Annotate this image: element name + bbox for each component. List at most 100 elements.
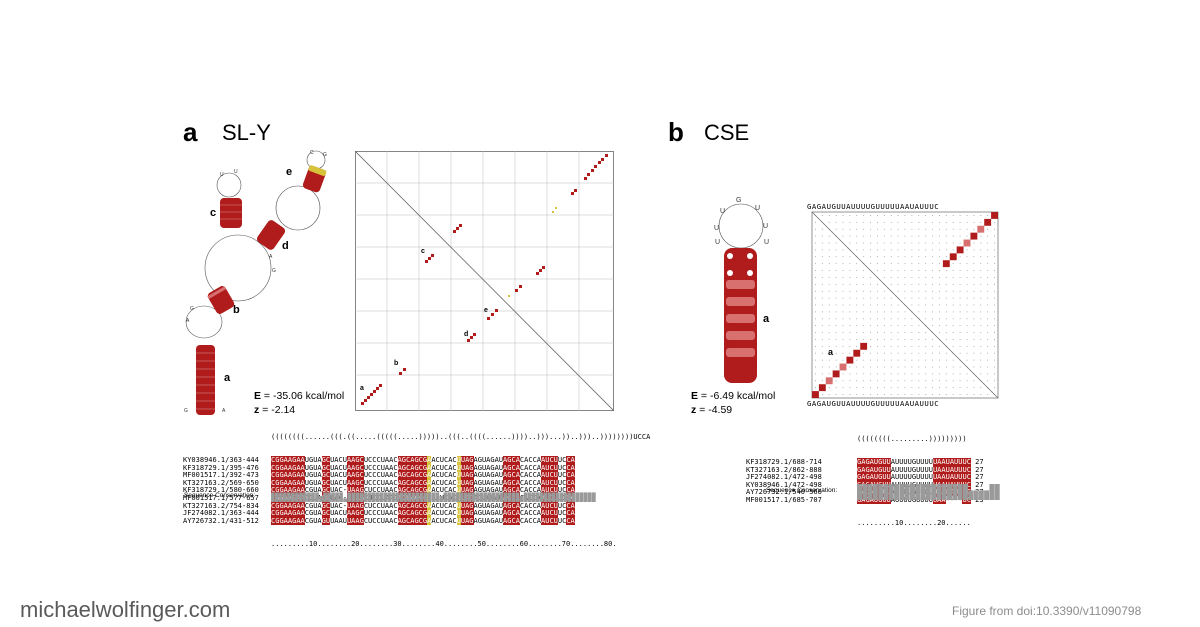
grid-dot xyxy=(932,290,934,292)
grid-dot xyxy=(987,359,989,361)
grid-dot xyxy=(828,214,830,216)
grid-dot xyxy=(849,345,851,347)
grid-dot xyxy=(932,270,934,272)
grid-dot xyxy=(952,270,954,272)
conservation-bar xyxy=(411,492,416,502)
grid-dot xyxy=(994,373,996,375)
grid-dot xyxy=(870,256,872,258)
grid-dot xyxy=(980,332,982,334)
svg-text:G: G xyxy=(323,152,327,158)
pair-prob-lower xyxy=(853,349,861,357)
alignment-row: JF274082.1/363-444 CGGAAGAACGUAGCUACUAAGC… xyxy=(183,509,650,518)
grid-dot xyxy=(876,290,878,292)
grid-dot xyxy=(856,325,858,327)
grid-dot xyxy=(918,235,920,237)
grid-dot xyxy=(980,242,982,244)
conservation-bar xyxy=(291,492,295,502)
conservation-bar xyxy=(475,492,480,502)
pair-prob-upper xyxy=(942,260,950,268)
grid-dot xyxy=(994,263,996,265)
conservation-bar xyxy=(279,492,283,502)
grid-dot xyxy=(870,214,872,216)
energy-value-b: = -6.49 kcal/mol xyxy=(698,390,776,402)
grid-dot xyxy=(842,276,844,278)
grid-dot xyxy=(973,290,975,292)
sequence-id: AY726732.1/431-512 xyxy=(183,516,259,525)
conservation-bars-b xyxy=(857,484,1000,500)
conservation-bar xyxy=(487,492,492,502)
conservation-bar xyxy=(952,484,958,500)
grid-dot xyxy=(952,290,954,292)
grid-dot xyxy=(863,221,865,223)
grid-dot xyxy=(842,380,844,382)
grid-dot xyxy=(883,242,885,244)
grid-dot xyxy=(883,256,885,258)
grid-dot xyxy=(938,214,940,216)
grid-dot xyxy=(918,221,920,223)
grid-dot xyxy=(945,249,947,251)
structure-line: ((((((((......(((.((.....(((((.....)))))… xyxy=(271,433,651,442)
grid-dot xyxy=(952,249,954,251)
grid-dot xyxy=(842,228,844,230)
grid-dot xyxy=(938,297,940,299)
grid-dot xyxy=(835,380,837,382)
grid-dot xyxy=(918,380,920,382)
grid-dot xyxy=(876,318,878,320)
grid-dot xyxy=(870,283,872,285)
grid-dot xyxy=(987,366,989,368)
grid-dot xyxy=(980,263,982,265)
grid-dot xyxy=(945,325,947,327)
grid-dot xyxy=(925,263,927,265)
grid-dot xyxy=(849,297,851,299)
conservation-bar xyxy=(883,484,889,500)
grid-dot xyxy=(911,228,913,230)
grid-dot xyxy=(918,332,920,334)
grid-dot xyxy=(904,318,906,320)
grid-dot xyxy=(863,304,865,306)
conservation-bar xyxy=(941,484,947,500)
grid-dot xyxy=(876,387,878,389)
grid-dot xyxy=(904,221,906,223)
grid-dot xyxy=(890,373,892,375)
grid-dot xyxy=(870,297,872,299)
grid-dot xyxy=(973,297,975,299)
conservation-bar xyxy=(295,492,299,502)
grid-dot xyxy=(987,394,989,396)
grid-dot xyxy=(966,270,968,272)
grid-dot xyxy=(938,235,940,237)
grid-dot xyxy=(918,228,920,230)
dotplot-b-bottom-sequence: GAGAUGUUAUUUUGUUUUUAAUAUUUC xyxy=(807,399,940,408)
grid-dot xyxy=(835,338,837,340)
grid-dot xyxy=(911,318,913,320)
conservation-bar xyxy=(439,496,444,502)
site-name[interactable]: michaelwolfinger.com xyxy=(20,597,231,622)
grid-dot xyxy=(945,297,947,299)
grid-dot xyxy=(814,318,816,320)
grid-dot xyxy=(973,352,975,354)
grid-dot xyxy=(870,235,872,237)
grid-dot xyxy=(814,242,816,244)
grid-dot xyxy=(835,325,837,327)
grid-dot xyxy=(821,290,823,292)
grid-dot xyxy=(959,345,961,347)
grid-dot xyxy=(856,394,858,396)
grid-dot xyxy=(814,283,816,285)
grid-dot xyxy=(890,228,892,230)
grid-dot xyxy=(945,242,947,244)
grid-dot xyxy=(890,304,892,306)
conservation-bar xyxy=(499,492,504,502)
grid-dot xyxy=(918,297,920,299)
grid-dot xyxy=(938,304,940,306)
grid-dot xyxy=(856,214,858,216)
conservation-bar xyxy=(579,492,584,502)
grid-dot xyxy=(959,297,961,299)
grid-dot xyxy=(987,249,989,251)
grid-dot xyxy=(959,270,961,272)
grid-dot xyxy=(849,214,851,216)
grid-dot xyxy=(863,214,865,216)
z-label-b: z xyxy=(691,404,697,416)
grid-dot xyxy=(952,283,954,285)
grid-dot xyxy=(952,235,954,237)
grid-dot xyxy=(966,318,968,320)
grid-dot xyxy=(959,352,961,354)
